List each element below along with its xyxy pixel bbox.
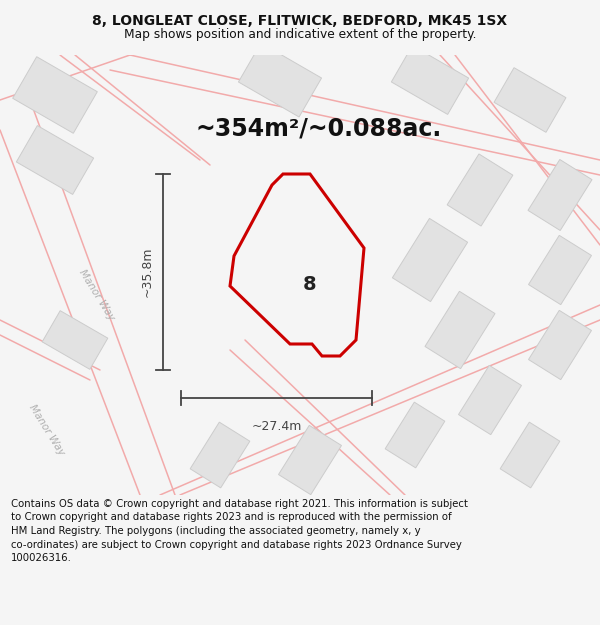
Text: Contains OS data © Crown copyright and database right 2021. This information is : Contains OS data © Crown copyright and d… (11, 499, 468, 563)
Polygon shape (494, 68, 566, 132)
Polygon shape (392, 218, 467, 302)
Polygon shape (447, 154, 513, 226)
Polygon shape (230, 174, 364, 356)
Polygon shape (529, 311, 592, 379)
Text: Manor Way: Manor Way (28, 402, 67, 458)
Polygon shape (278, 426, 341, 494)
Text: 8: 8 (303, 276, 317, 294)
Text: Map shows position and indicative extent of the property.: Map shows position and indicative extent… (124, 28, 476, 41)
Text: ~354m²/~0.088ac.: ~354m²/~0.088ac. (195, 116, 441, 140)
Polygon shape (16, 126, 94, 194)
Polygon shape (190, 422, 250, 488)
Polygon shape (42, 311, 108, 369)
Text: ~27.4m: ~27.4m (251, 420, 302, 433)
Polygon shape (529, 236, 592, 304)
Polygon shape (425, 291, 495, 369)
Polygon shape (391, 46, 469, 114)
Text: 8, LONGLEAT CLOSE, FLITWICK, BEDFORD, MK45 1SX: 8, LONGLEAT CLOSE, FLITWICK, BEDFORD, MK… (92, 14, 508, 28)
Polygon shape (528, 159, 592, 231)
Text: Manor Way: Manor Way (77, 268, 116, 322)
Polygon shape (238, 43, 322, 117)
Polygon shape (458, 366, 521, 434)
Polygon shape (385, 402, 445, 468)
Text: ~35.8m: ~35.8m (140, 247, 154, 298)
Polygon shape (500, 422, 560, 488)
Polygon shape (13, 57, 97, 133)
